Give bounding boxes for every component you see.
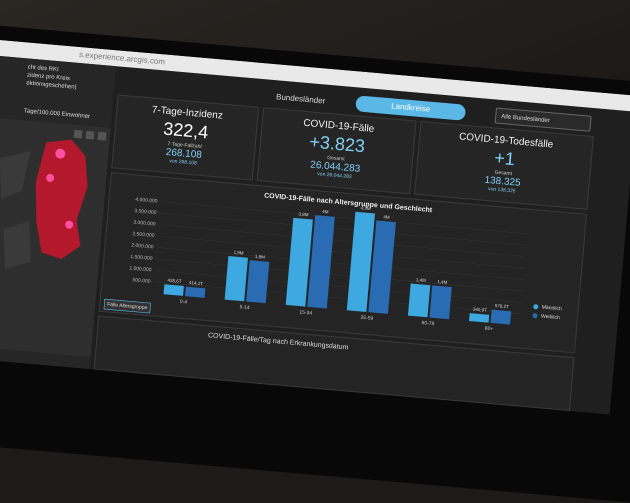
chart-tab[interactable]: [103, 298, 151, 314]
card: COVID-19-Todesfälle +1 Gesamt 138.325 vo…: [414, 120, 594, 210]
bar: [469, 313, 490, 323]
bar: [246, 260, 270, 304]
value-label: 1,4M: [416, 277, 427, 283]
map-tool[interactable]: [85, 130, 95, 140]
grid-line: [158, 235, 526, 269]
grid-line: [161, 201, 529, 235]
map-land: [0, 151, 31, 270]
x-tick-label: 60-79: [421, 320, 434, 327]
y-tick-label: 2.500.000: [132, 231, 155, 239]
hotspot: [65, 220, 74, 229]
x-tick-label: 15-34: [299, 309, 312, 316]
sidebar: cht des RKI zidenz pro Kreis ektionsgesc…: [0, 55, 117, 370]
value-label: 435,6T: [167, 278, 182, 284]
screen: s.experience.arcgis.com cht des RKI zide…: [0, 40, 630, 415]
bar: [490, 309, 512, 325]
daily-title: COVID-19-Fälle/Tag nach Erkrankungsdatum: [207, 332, 349, 352]
bar: [407, 283, 431, 318]
x-tick-label: 35-59: [360, 315, 373, 322]
value-label: 4M: [322, 209, 329, 215]
bar: [368, 220, 396, 314]
value-label: 578,2T: [495, 303, 510, 309]
chart-title: COVID-19-Fälle nach Altersgruppe und Ges…: [264, 192, 433, 214]
value-label: 4,3M: [360, 205, 371, 211]
map: [0, 117, 111, 358]
y-tick-label: 1.500.000: [130, 254, 153, 262]
value-label: 1,9M: [233, 250, 244, 256]
y-tick-label: 2.000.000: [131, 243, 154, 251]
germany: [35, 139, 88, 260]
legend-swatch: [533, 304, 539, 310]
chart-tab-label[interactable]: Fälle Altersgruppe: [107, 302, 148, 312]
tab[interactable]: Bundesländer: [275, 92, 326, 106]
y-tick-label: 500.000: [132, 277, 151, 285]
hotspot: [55, 148, 66, 159]
grid-line: [160, 212, 528, 246]
chart: COVID-19-Fälle nach Altersgruppe und Ges…: [103, 192, 562, 333]
y-tick-label: 3.500.000: [134, 208, 157, 216]
bar: [307, 215, 335, 309]
x-tick-label: 80+: [485, 326, 494, 333]
map-tool[interactable]: [73, 129, 83, 139]
grid-line: [156, 258, 524, 292]
legend-swatch: [532, 313, 538, 319]
sidebar-line: cht des RKI: [27, 64, 59, 74]
value-label: 1,8M: [255, 254, 266, 260]
y-tick-label: 4.000.000: [135, 197, 158, 205]
x-tick-label: 5-14: [239, 304, 250, 311]
value-label: 4M: [383, 214, 390, 220]
map-tool[interactable]: [97, 131, 107, 141]
legend-label: Männlich: [541, 305, 562, 313]
bar: [285, 217, 313, 307]
bar: [346, 211, 375, 312]
hotspot: [46, 173, 55, 182]
y-tick-label: 3.000.000: [133, 220, 156, 228]
bar: [185, 286, 206, 298]
y-tick-label: 1.000.000: [129, 265, 152, 273]
value-label: 1,4M: [437, 279, 448, 285]
grid-line: [159, 224, 527, 257]
value-label: 340,9T: [473, 307, 488, 313]
grid-line: [157, 247, 525, 280]
legend-label: Weiblich: [541, 314, 560, 322]
chart-panel: COVID-19-Fälle nach Altersgruppe und Ges…: [98, 172, 588, 354]
value-label: 414,1T: [189, 280, 204, 286]
bar: [429, 285, 452, 320]
grid-line: [155, 270, 523, 303]
bar: [224, 256, 248, 302]
value-label: 3,8M: [298, 211, 309, 217]
card: COVID-19-Fälle +3.823 Gesamt 26.044.283 …: [256, 107, 417, 195]
bar: [163, 284, 184, 296]
map-title: Tage/100.000 Einwohner: [23, 108, 91, 121]
x-tick-label: 0-4: [180, 299, 188, 306]
card: 7-Tage-Inzidenz 322,4 7-Tage-Fallzahl 26…: [111, 94, 260, 181]
grid-line: [154, 281, 522, 315]
